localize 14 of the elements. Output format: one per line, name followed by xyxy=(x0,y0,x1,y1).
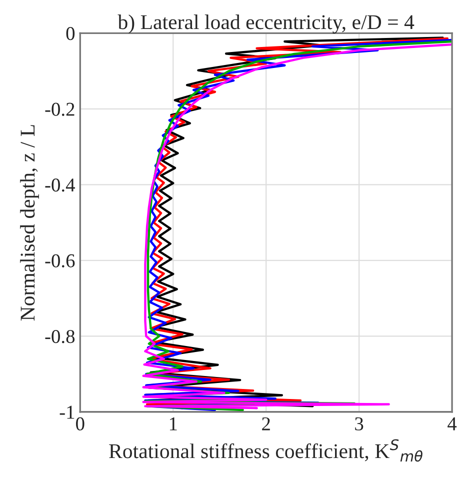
x-tick-label: 1 xyxy=(170,417,177,430)
y-tick-label: -0.8 xyxy=(45,330,75,344)
x-tick-label: 4 xyxy=(448,417,457,430)
y-tick-label: -0.6 xyxy=(45,254,75,268)
y-tick-label: -0.4 xyxy=(45,178,75,192)
x-tick-label: 3 xyxy=(355,417,364,430)
y-tick-label: -1 xyxy=(60,406,74,419)
chart-title: b) Lateral load eccentricity, e/D = 4 xyxy=(118,14,414,34)
x-tick-label: 2 xyxy=(262,417,270,430)
y-tick-label: -0.2 xyxy=(45,102,74,116)
y-tick-label: 0 xyxy=(66,27,75,40)
x-tick-label: 0 xyxy=(76,417,84,430)
y-axis-title: Normalised depth, z / L xyxy=(20,125,39,321)
x-axis-title: Rotational stiffness coefficient, K$^{S}$$_{mθ}$ xyxy=(109,439,422,462)
